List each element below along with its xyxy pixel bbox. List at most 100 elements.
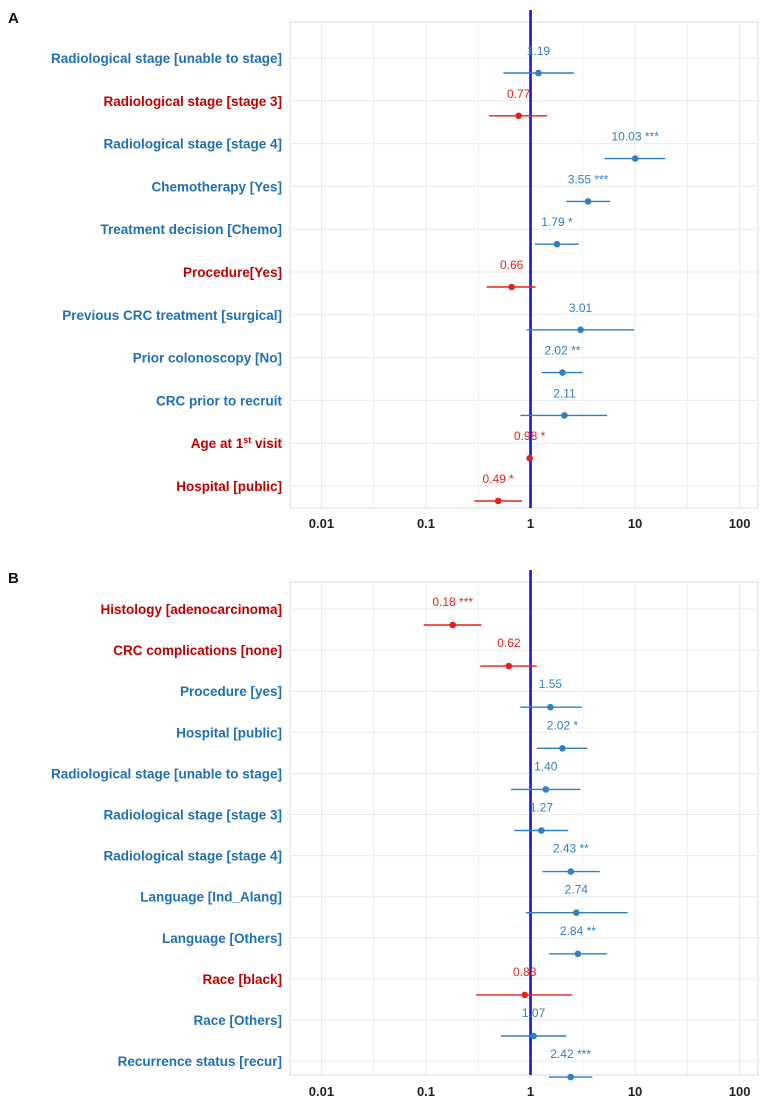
odds-ratio-point	[535, 69, 542, 77]
forest-row: Radiological stage [stage 4] 10.03 ***	[103, 130, 666, 162]
row-label: CRC prior to recruit	[156, 393, 283, 408]
forest-row: Radiological stage [stage 3] 0.77	[103, 87, 548, 120]
forest-row: Procedure [yes] 1.55	[180, 677, 582, 711]
odds-ratio-point	[530, 1032, 537, 1040]
forest-row: Radiological stage [stage 4] 2.43 **	[103, 842, 600, 875]
odds-ratio-point	[567, 1073, 574, 1081]
odds-ratio-label: 0.62	[497, 636, 521, 650]
forest-row: Race [black] 0.88	[202, 965, 573, 999]
row-label: Procedure[Yes]	[183, 265, 282, 280]
row-gridlines	[290, 608, 758, 1062]
odds-ratio-label: 1.19	[527, 44, 551, 58]
odds-ratio-point	[449, 621, 456, 629]
odds-ratio-label: 1.07	[522, 1006, 546, 1020]
row-label: CRC complications [none]	[113, 643, 282, 658]
row-label: Language [Others]	[162, 931, 282, 946]
forest-row: Histology [adenocarcinoma] 0.18 ***	[100, 595, 482, 629]
row-label: Radiological stage [stage 4]	[103, 137, 282, 152]
odds-ratio-point	[494, 497, 502, 505]
odds-ratio-label: 10.03 ***	[612, 130, 660, 144]
odds-ratio-label: 2.02 *	[547, 718, 579, 732]
odds-ratio-point	[542, 786, 550, 793]
odds-ratio-label: 0.77	[507, 87, 531, 101]
odds-ratio-label: 0.98 *	[514, 429, 546, 443]
panel-a: A 0.01 0.1 1 10 100 Radiological stage [unabl…	[0, 0, 765, 545]
odds-ratio-label: 1.40	[534, 759, 558, 773]
odds-ratio-point	[505, 662, 513, 670]
forest-plot-b: 0.01 0.1 1 10 100 Histology [adenocarcinoma] 0…	[51, 570, 759, 1099]
row-label: Hospital [public]	[176, 725, 282, 740]
odds-ratio-point	[538, 827, 545, 834]
odds-ratio-point	[515, 112, 522, 120]
odds-ratio-point	[572, 909, 580, 916]
forest-row: Language [Others] 2.84 **	[162, 924, 608, 958]
odds-ratio-label: 2.84 **	[560, 924, 596, 938]
odds-ratio-label: 0.49 *	[482, 472, 514, 486]
forest-row: Radiological stage [unable to stage] 1.19	[51, 44, 574, 77]
forest-row: CRC complications [none] 0.62	[113, 636, 537, 670]
odds-ratio-point	[584, 198, 592, 205]
odds-ratio-label: 3.55 ***	[568, 172, 609, 186]
odds-ratio-point	[574, 950, 582, 958]
odds-ratio-point	[561, 412, 568, 419]
row-label: Histology [adenocarcinoma]	[100, 602, 282, 617]
row-label: Age at 1st visit	[191, 435, 283, 451]
row-label: Race [Others]	[193, 1013, 282, 1028]
odds-ratio-point	[577, 326, 584, 334]
odds-ratio-point	[631, 155, 639, 162]
row-label: Procedure [yes]	[180, 684, 282, 699]
x-tick-label: 10	[628, 1084, 642, 1099]
odds-ratio-label: 2.11	[553, 386, 576, 400]
odds-ratio-point	[567, 868, 575, 875]
x-axis-tick-labels: 0.01 0.1 1 10 100	[309, 1084, 751, 1099]
forest-row: Radiological stage [stage 3] 1.27	[103, 801, 569, 834]
row-label: Radiological stage [stage 4]	[103, 849, 282, 864]
odds-ratio-point	[547, 703, 554, 711]
odds-ratio-point	[559, 369, 566, 376]
forest-row: Hospital [public] 0.49 *	[176, 472, 523, 505]
forest-row: Radiological stage [unable to stage] 1.40	[51, 759, 581, 793]
x-tick-label: 0.01	[309, 1084, 334, 1099]
forest-row: Race [Others] 1.07	[193, 1006, 567, 1040]
panel-b-letter: B	[8, 570, 19, 587]
odds-ratio-label: 1.79 *	[541, 215, 573, 229]
panel-a-letter: A	[8, 10, 19, 27]
row-label: Chemotherapy [Yes]	[151, 179, 282, 194]
row-label: Recurrence status [recur]	[118, 1054, 282, 1069]
vertical-gridlines	[320, 22, 741, 508]
x-tick-label: 0.1	[417, 516, 435, 531]
forest-row: Previous CRC treatment [surgical] 3.01	[62, 301, 635, 334]
x-axis-tick-labels: 0.01 0.1 1 10 100	[309, 516, 751, 531]
row-label: Radiological stage [unable to stage]	[51, 51, 282, 66]
odds-ratio-label: 2.74	[565, 883, 589, 897]
x-tick-label: 1	[527, 1084, 534, 1099]
odds-ratio-label: 2.42 ***	[550, 1047, 591, 1061]
x-tick-label: 0.01	[309, 516, 334, 531]
x-tick-label: 0.1	[417, 1084, 435, 1099]
panel-b: B 0.01 0.1 1 10 100 Histology [adenocarcinoma…	[0, 565, 765, 1110]
row-label: Hospital [public]	[176, 479, 282, 494]
forest-row: Recurrence status [recur] 2.42 ***	[118, 1047, 593, 1081]
x-tick-label: 100	[729, 1084, 751, 1099]
odds-ratio-label: 0.66	[500, 258, 524, 272]
row-label: Race [black]	[202, 972, 282, 987]
forest-row: Hospital [public] 2.02 *	[176, 718, 588, 752]
row-label: Prior colonoscopy [No]	[133, 351, 282, 366]
forest-row: Procedure[Yes] 0.66	[183, 258, 536, 291]
row-label: Radiological stage [stage 3]	[103, 94, 282, 109]
x-tick-label: 10	[628, 516, 642, 531]
odds-ratio-point	[526, 454, 533, 462]
row-label: Radiological stage [stage 3]	[103, 808, 282, 823]
row-label: Treatment decision [Chemo]	[100, 222, 282, 237]
odds-ratio-label: 0.88	[513, 965, 537, 979]
odds-ratio-label: 2.02 **	[544, 344, 580, 358]
odds-ratio-point	[508, 283, 515, 291]
odds-ratio-point	[521, 991, 529, 999]
odds-ratio-label: 1.27	[530, 801, 554, 815]
forest-row: Prior colonoscopy [No] 2.02 **	[133, 344, 583, 376]
forest-row: CRC prior to recruit 2.11	[156, 386, 608, 419]
odds-ratio-label: 0.18 ***	[432, 595, 473, 609]
forest-plot-a: 0.01 0.1 1 10 100 Radiological stage [unable …	[51, 10, 759, 531]
row-label: Previous CRC treatment [surgical]	[62, 308, 282, 323]
row-label: Radiological stage [unable to stage]	[51, 766, 282, 781]
